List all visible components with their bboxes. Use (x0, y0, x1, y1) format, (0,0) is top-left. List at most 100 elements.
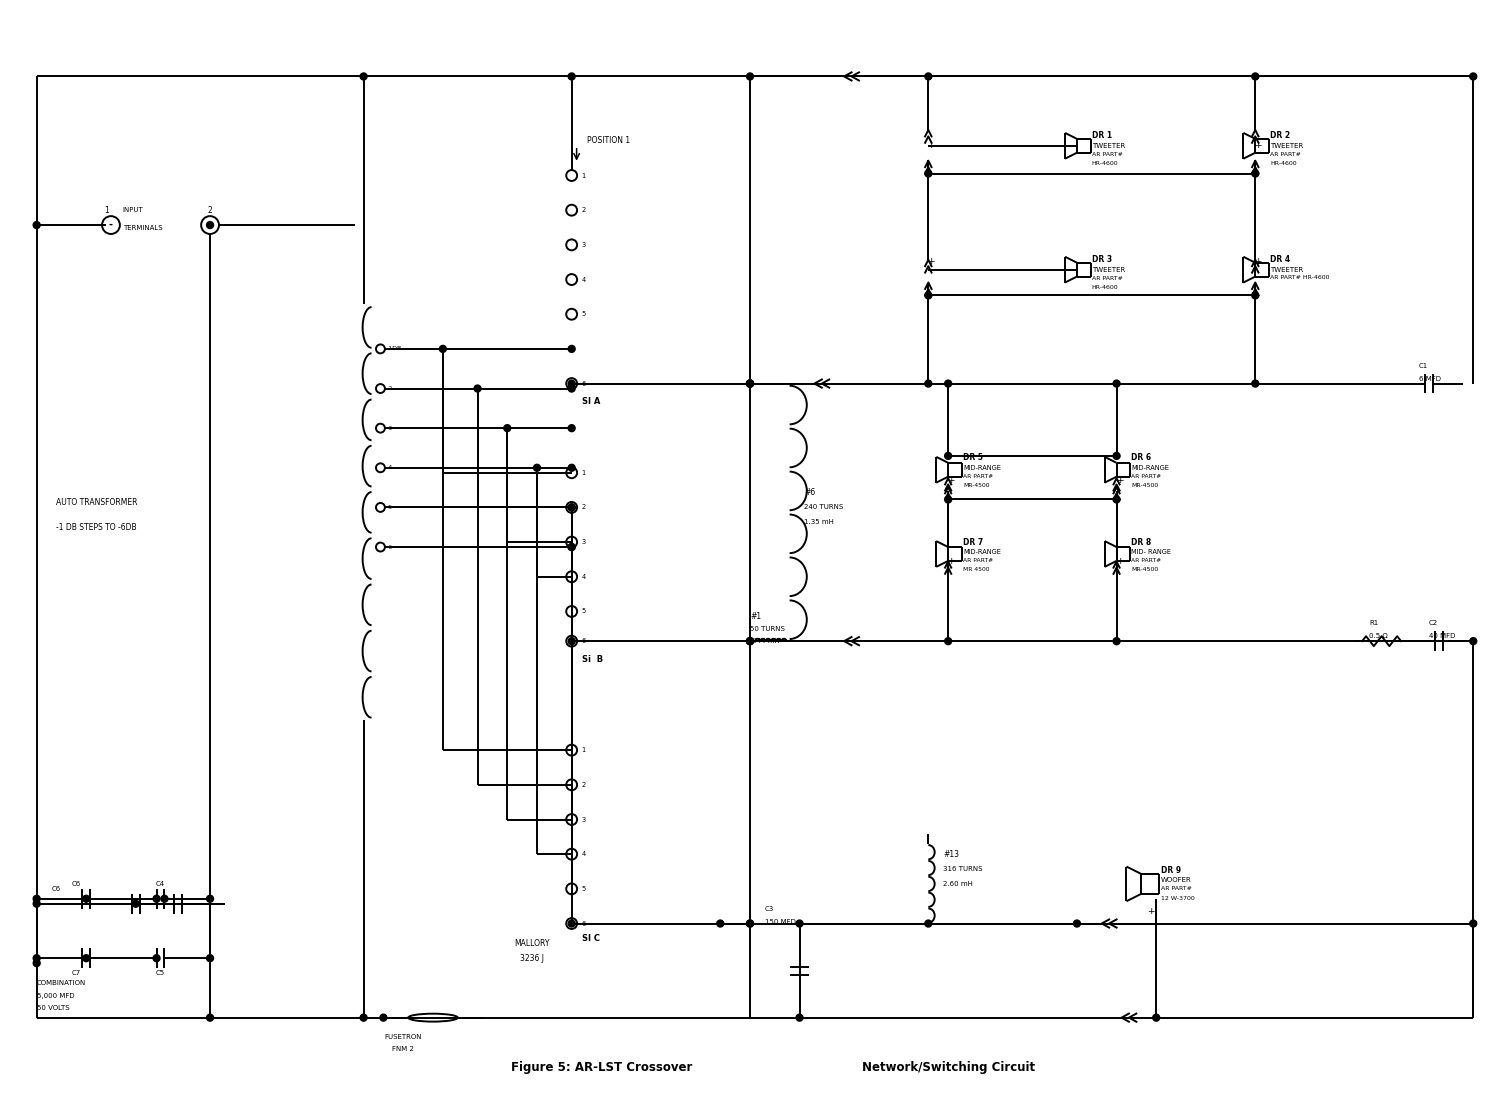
Circle shape (1252, 170, 1258, 177)
Text: 2: 2 (582, 208, 586, 213)
Text: SI A: SI A (582, 397, 600, 406)
Text: 0.5 Ω: 0.5 Ω (1370, 634, 1388, 639)
Text: WOOFER: WOOFER (1161, 877, 1192, 883)
Text: TWEETER: TWEETER (1092, 267, 1125, 273)
Circle shape (33, 222, 40, 229)
Text: 2: 2 (582, 782, 586, 788)
Text: -4: -4 (387, 465, 393, 470)
Circle shape (1113, 496, 1120, 503)
Text: 2.60 mH: 2.60 mH (944, 881, 974, 887)
Circle shape (568, 543, 574, 551)
Text: 5,000 MFD: 5,000 MFD (36, 992, 75, 999)
Text: C4: C4 (156, 881, 165, 887)
Text: MID-RANGE: MID-RANGE (963, 549, 1000, 555)
Circle shape (926, 380, 932, 388)
Text: C1: C1 (1419, 363, 1428, 369)
Text: AR PART#: AR PART# (1092, 152, 1122, 157)
Text: MR 4500: MR 4500 (963, 567, 990, 572)
Circle shape (747, 380, 753, 388)
Text: +: + (1116, 476, 1124, 485)
Circle shape (747, 380, 753, 388)
Text: MID- RANGE: MID- RANGE (1131, 549, 1172, 555)
Circle shape (926, 291, 932, 299)
Text: AR PART#: AR PART# (1092, 276, 1122, 282)
Circle shape (360, 1015, 368, 1021)
Text: C5: C5 (156, 970, 165, 976)
Text: +: + (1254, 257, 1262, 266)
Circle shape (568, 425, 574, 432)
Text: C6: C6 (72, 881, 81, 887)
Text: DR 4: DR 4 (1270, 255, 1290, 264)
Text: MID-RANGE: MID-RANGE (1131, 465, 1170, 470)
Text: POSITION 1: POSITION 1 (586, 136, 630, 146)
Circle shape (1252, 73, 1258, 79)
Text: 2: 2 (207, 205, 213, 214)
Text: DR 5: DR 5 (963, 454, 982, 463)
Text: Figure 5: AR-LST Crossover: Figure 5: AR-LST Crossover (510, 1061, 692, 1074)
Text: 6: 6 (582, 381, 586, 386)
Circle shape (568, 385, 574, 392)
Text: AR PART#: AR PART# (1131, 475, 1161, 479)
Text: FNM 2: FNM 2 (393, 1047, 414, 1052)
Circle shape (1470, 73, 1476, 79)
Text: AR PART#: AR PART# (1270, 152, 1300, 157)
Text: INPUT: INPUT (123, 208, 144, 213)
Circle shape (796, 920, 802, 927)
Text: 5: 5 (582, 311, 586, 317)
Circle shape (568, 920, 574, 927)
Text: +: + (1148, 907, 1155, 916)
Circle shape (1113, 453, 1120, 459)
Text: 240 TURNS: 240 TURNS (804, 505, 843, 510)
Text: C6: C6 (51, 885, 62, 892)
Text: 150 MFD: 150 MFD (765, 919, 795, 924)
Text: MID-RANGE: MID-RANGE (963, 465, 1000, 470)
Text: COMBINATION: COMBINATION (36, 980, 86, 986)
Text: 40 MFD: 40 MFD (1428, 634, 1455, 639)
Circle shape (33, 900, 40, 907)
Circle shape (796, 1015, 802, 1021)
Text: Network/Switching Circuit: Network/Switching Circuit (861, 1061, 1035, 1074)
Circle shape (82, 955, 90, 962)
Circle shape (207, 222, 213, 229)
Text: +: + (948, 558, 956, 566)
Circle shape (1470, 638, 1476, 645)
Text: #13: #13 (944, 850, 958, 859)
Circle shape (568, 73, 574, 79)
Circle shape (568, 503, 574, 511)
Text: 4: 4 (582, 851, 586, 857)
Circle shape (1470, 920, 1476, 927)
Text: 5: 5 (582, 885, 586, 892)
Circle shape (747, 638, 753, 645)
Circle shape (568, 543, 574, 551)
Text: DR 7: DR 7 (963, 538, 984, 546)
Text: 5: 5 (582, 608, 586, 615)
Circle shape (33, 955, 40, 962)
Text: 50 VOLTS: 50 VOLTS (36, 1005, 69, 1011)
Circle shape (534, 465, 540, 471)
Text: .044 mH: .044 mH (750, 638, 780, 644)
Text: TWEETER: TWEETER (1270, 267, 1304, 273)
Circle shape (926, 920, 932, 927)
Text: 4: 4 (582, 276, 586, 283)
Text: AR PART#: AR PART# (1161, 887, 1192, 891)
Circle shape (568, 638, 574, 645)
Circle shape (747, 73, 753, 79)
Text: -5: -5 (387, 505, 393, 510)
Circle shape (1074, 920, 1080, 927)
Circle shape (747, 920, 753, 927)
Text: C7: C7 (72, 970, 81, 976)
Text: 3236 J: 3236 J (520, 954, 544, 963)
Text: AR PART#: AR PART# (1131, 559, 1161, 563)
Text: R1: R1 (1370, 620, 1378, 626)
Text: AR PART#: AR PART# (963, 559, 993, 563)
Text: AR PART#: AR PART# (963, 475, 993, 479)
Circle shape (153, 955, 160, 962)
Text: +: + (206, 220, 214, 230)
Circle shape (1252, 291, 1258, 299)
Text: 3: 3 (582, 242, 585, 248)
Text: -2: -2 (387, 386, 393, 391)
Circle shape (360, 73, 368, 79)
Text: TWEETER: TWEETER (1092, 142, 1125, 149)
Text: AR PART# HR-4600: AR PART# HR-4600 (1270, 275, 1329, 280)
Circle shape (945, 453, 951, 459)
